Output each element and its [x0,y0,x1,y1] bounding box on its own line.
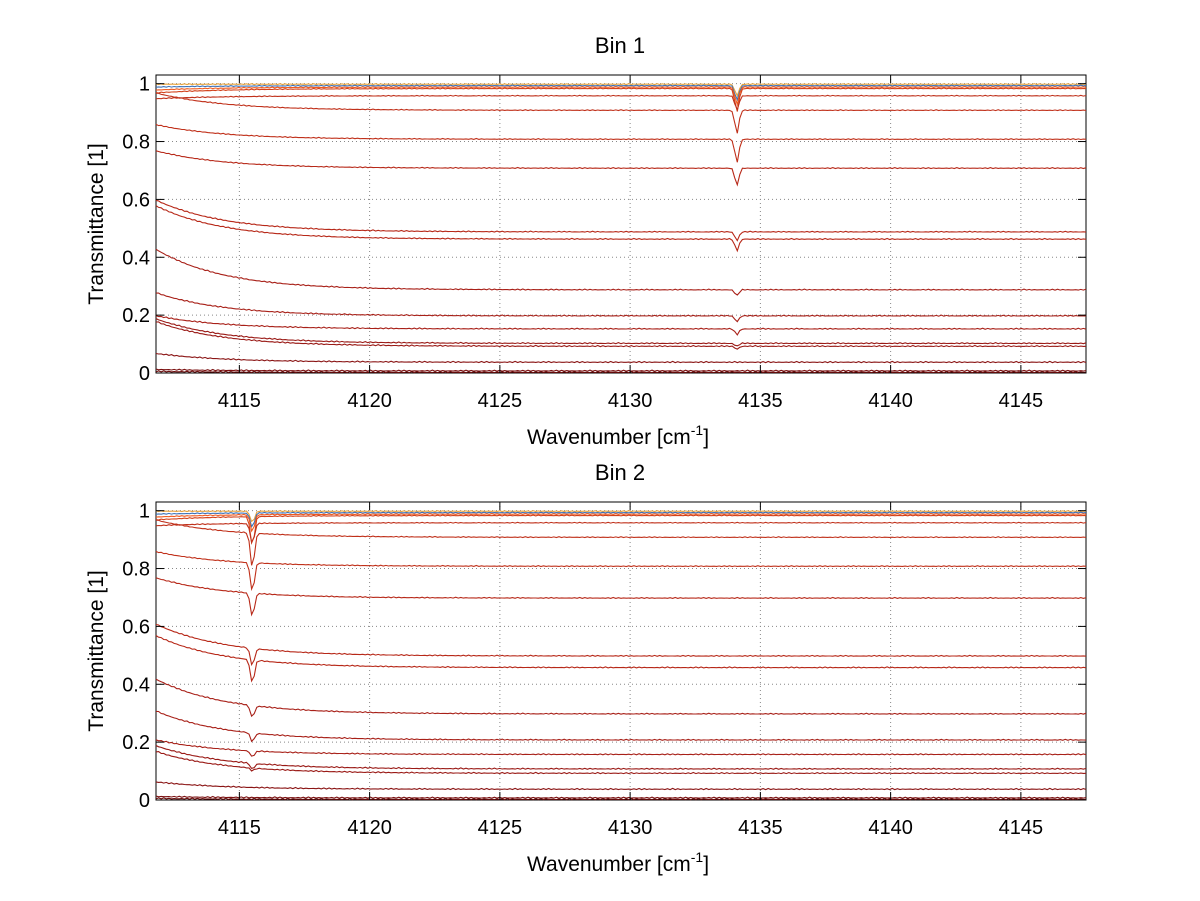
x-axis-label-superscript: -1 [691,849,704,865]
series-line [155,92,1087,134]
series-line [155,321,1087,350]
x-tick-label: 4115 [218,817,261,839]
series-line [155,739,1087,757]
axis-ticks [156,502,1086,801]
series-line [155,370,1087,374]
chart-title: Bin 2 [595,460,645,485]
series-line [155,710,1087,743]
series-line [155,368,1087,372]
x-tick-label: 4120 [347,817,392,839]
series-line [155,519,1087,566]
x-tick-label: 4140 [868,817,913,839]
series-line [155,511,1087,528]
series-line [155,797,1087,801]
y-tick-label: 0.8 [122,559,150,581]
series-lines [155,510,1087,801]
series-line [155,86,1087,107]
series-line [155,315,1087,336]
x-tick-label: 4130 [608,390,653,412]
series-line [155,577,1087,617]
y-tick-label: 0.6 [122,616,150,638]
y-tick-label: 1 [139,501,150,523]
series-line [155,550,1087,592]
axis-ticks [156,75,1086,374]
chart-panel-bin-1: Bin 1 4115 4120 4125 4130 4135 4140 4145 00.20… [85,33,1087,449]
x-axis-label-superscript: -1 [691,422,704,438]
series-line [155,781,1087,791]
y-tick-label: 0.2 [122,305,150,327]
chart-panel-bin-2: Bin 2 4115 4120 4125 4130 4135 4140 4145 00.20… [85,460,1087,876]
series-line [155,795,1087,799]
x-tick-label: 4135 [738,390,783,412]
y-axis-label: Transmittance [1] [85,570,108,731]
x-tick-label: 4125 [478,817,523,839]
series-line [155,521,1087,545]
x-tick-labels: 4115 4120 4125 4130 4135 4140 4145 [218,390,1043,412]
series-line [155,205,1087,253]
x-tick-label: 4130 [608,817,653,839]
plot-area [155,74,1087,374]
series-line [155,751,1087,775]
y-axis-label: Transmittance [1] [85,143,108,304]
x-axis-label: Wavenumber [cm-1] [527,849,709,876]
series-line [155,150,1087,187]
y-tick-label: 0 [139,363,150,385]
series-line [155,84,1087,102]
x-tick-label: 4125 [478,390,523,412]
series-lines [155,83,1087,374]
x-tick-labels: 4115 4120 4125 4130 4135 4140 4145 [218,817,1043,839]
y-tick-label: 0.4 [122,674,150,696]
plot-area [155,501,1087,801]
series-line [155,510,1087,523]
series-line [155,199,1087,242]
x-tick-label: 4120 [347,390,392,412]
y-tick-label: 0 [139,790,150,812]
chart-title: Bin 1 [595,33,645,58]
y-tick-label: 0.6 [122,189,150,211]
series-line [155,94,1087,112]
y-tick-label: 0.4 [122,247,150,269]
y-tick-labels: 0 0.2 0.4 0.6 0.8 1 [122,501,150,812]
series-line [155,292,1087,323]
x-tick-label: 4145 [999,390,1044,412]
series-line [155,513,1087,533]
series-line [155,678,1087,718]
series-line [155,87,1087,112]
x-tick-label: 4115 [218,390,261,412]
x-tick-label: 4135 [738,817,783,839]
y-tick-label: 1 [139,74,150,96]
series-line [155,623,1087,667]
y-tick-label: 0.2 [122,732,150,754]
series-line [155,83,1087,98]
grid-lines [156,502,1086,800]
series-line [155,318,1087,347]
series-line [155,248,1087,296]
series-line [155,745,1087,770]
series-line [155,635,1087,683]
series-line [155,514,1087,546]
x-tick-label: 4140 [868,390,913,412]
series-line [155,123,1087,163]
y-tick-label: 0.8 [122,132,150,154]
x-tick-label: 4145 [999,817,1044,839]
series-line [155,352,1087,364]
y-tick-labels: 0 0.2 0.4 0.6 0.8 1 [122,74,150,385]
x-axis-label: Wavenumber [cm-1] [527,422,709,449]
